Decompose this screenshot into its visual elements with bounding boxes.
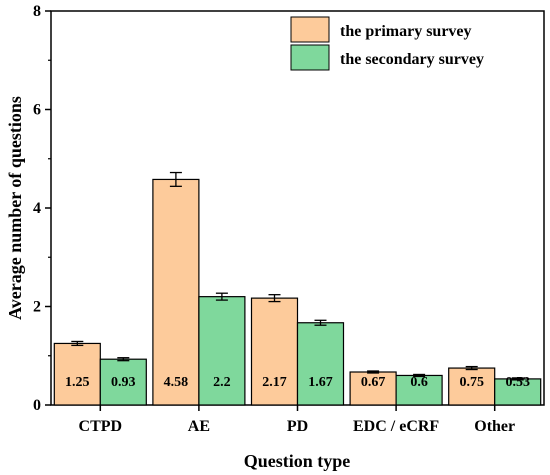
legend-label-primary: the primary survey [340,23,472,40]
x-tick-label: AE [188,418,210,435]
y-tick-label: 4 [33,200,41,217]
x-axis-title: Question type [244,451,351,471]
x-tick-label: Other [474,418,515,435]
y-tick-label: 0 [33,397,41,414]
bar [152,178,200,406]
plot-area: 0 2 4 6 8 CTPD 1.25 0.93 AE 4.58 2.2 PD 2.17 1.67 EDC … [33,3,545,435]
bar [395,374,443,406]
data-label: 0.53 [505,375,530,390]
data-label: 1.67 [308,375,333,390]
y-tick-label: 2 [33,299,41,316]
bar [349,371,397,406]
bar [494,378,542,406]
bar [448,367,496,406]
bar [296,322,345,406]
data-label: 0.93 [111,375,136,390]
data-label: 2.2 [213,375,231,390]
y-tick-label: 6 [33,102,41,119]
data-label: 2.17 [262,375,287,390]
legend-label-secondary: the secondary survey [340,51,484,68]
data-label: 0.67 [361,375,386,390]
data-label: 0.6 [410,375,428,390]
x-tick-label: PD [287,418,308,435]
x-tick-label: CTPD [79,418,123,435]
data-label: 4.58 [164,375,189,390]
data-label: 1.25 [65,375,90,390]
bar [198,296,246,406]
y-axis-title: Average number of questions [5,96,25,320]
bar [250,297,299,406]
x-tick-label: EDC / eCRF [353,418,439,435]
y-tick-label: 8 [33,3,41,20]
legend-swatch-primary [290,16,330,43]
bar [99,358,147,406]
data-label: 0.75 [459,375,484,390]
legend-swatch-secondary [290,44,330,71]
legend: the primary survey the secondary survey [290,16,484,71]
